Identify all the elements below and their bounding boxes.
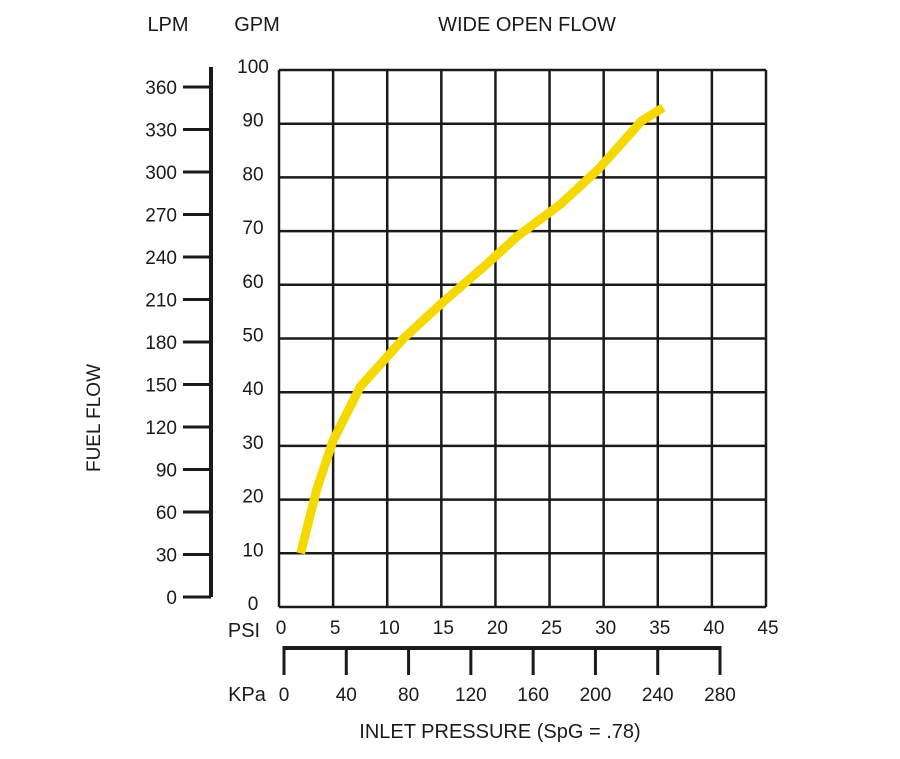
gpm-tick-label: 70 (242, 218, 263, 239)
kpa-tick-label: 40 (336, 685, 357, 706)
lpm-axis-label: LPM (147, 14, 188, 36)
kpa-tick-label: 0 (279, 685, 290, 706)
lpm-tick-label: 270 (145, 206, 177, 227)
kpa-axis: 0 40 80 120 160 200 240 280 (279, 646, 736, 706)
lpm-axis: 0 30 60 90 120 150 180 210 240 270 300 330 360 (145, 67, 213, 609)
lpm-tick-label: 300 (145, 163, 177, 184)
psi-tick-label: 45 (757, 618, 778, 639)
series-layer (296, 103, 666, 555)
kpa-tick-label: 280 (704, 685, 736, 706)
lpm-tick-label: 330 (145, 121, 177, 142)
psi-tick-label: 35 (649, 618, 670, 639)
kpa-tick-label: 200 (580, 685, 612, 706)
gpm-tick-label: 90 (242, 111, 263, 132)
lpm-tick-label: 210 (145, 291, 177, 312)
kpa-tick-label: 80 (398, 685, 419, 706)
gpm-tick-label: 10 (242, 540, 263, 561)
chart-title: WIDE OPEN FLOW (438, 14, 616, 36)
gpm-tick-label: 80 (242, 164, 263, 185)
y-axis-label: FUEL FLOW (84, 364, 105, 472)
lpm-tick-label: 180 (145, 333, 177, 354)
gpm-tick-label: 100 (237, 57, 269, 78)
lpm-tick-label: 0 (166, 588, 177, 609)
lpm-tick-label: 90 (156, 461, 177, 482)
kpa-tick-label: 160 (517, 685, 549, 706)
psi-axis-label: PSI (228, 620, 260, 642)
kpa-axis-label: KPa (228, 684, 267, 706)
lpm-tick-label: 360 (145, 78, 177, 99)
psi-tick-label: 30 (595, 618, 616, 639)
psi-tick-label: 10 (379, 618, 400, 639)
kpa-tick-label: 240 (642, 685, 674, 706)
psi-tick-label: 25 (541, 618, 562, 639)
lpm-tick-label: 60 (156, 503, 177, 524)
gpm-axis: 0 10 20 30 40 50 60 70 80 90 100 (237, 57, 269, 615)
psi-tick-label: 20 (487, 618, 508, 639)
lpm-tick-label: 150 (145, 376, 177, 397)
grid (277, 68, 768, 609)
gpm-tick-label: 50 (242, 326, 263, 347)
psi-tick-label: 0 (276, 618, 287, 639)
gpm-tick-label: 60 (242, 272, 263, 293)
gpm-tick-label: 0 (248, 594, 259, 615)
kpa-tick-label: 120 (455, 685, 487, 706)
lpm-tick-label: 240 (145, 248, 177, 269)
gpm-tick-label: 20 (242, 487, 263, 508)
psi-tick-label: 40 (703, 618, 724, 639)
psi-axis: 0 5 10 15 20 25 30 35 40 45 (276, 618, 779, 639)
psi-tick-label: 15 (433, 618, 454, 639)
x-axis-label: INLET PRESSURE (SpG = .78) (359, 721, 640, 743)
psi-tick-label: 5 (330, 618, 341, 639)
lpm-tick-label: 30 (156, 546, 177, 567)
gpm-tick-label: 40 (242, 379, 263, 400)
lpm-tick-label: 120 (145, 418, 177, 439)
gpm-tick-label: 30 (242, 433, 263, 454)
gpm-axis-label: GPM (234, 14, 280, 36)
flow-curve-line (296, 103, 666, 555)
